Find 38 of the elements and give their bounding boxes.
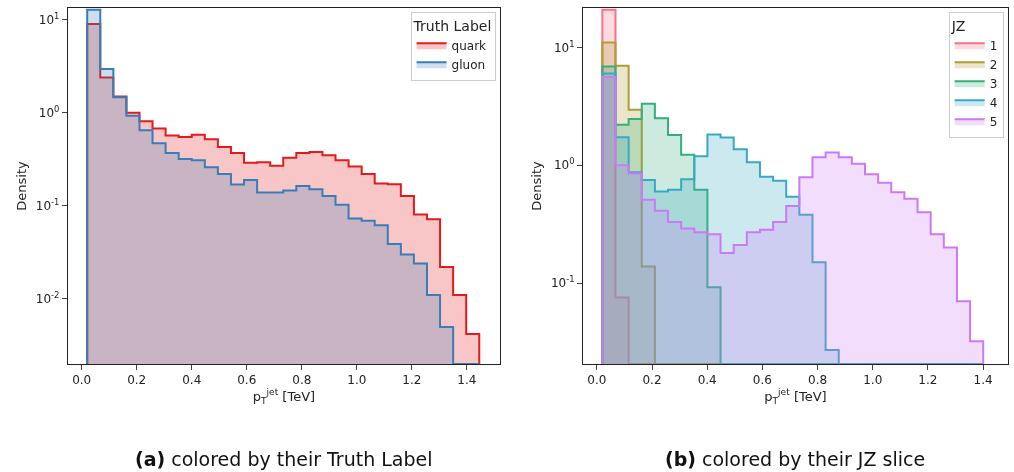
y-tick-label: 10$^{0}$ bbox=[38, 104, 60, 121]
y-tick-label: 10$^{-1}$ bbox=[35, 197, 60, 214]
x-tick-label: 1.4 bbox=[457, 373, 477, 388]
x-axis-title: p$_{T}$$^{jet}$ [TeV] bbox=[764, 387, 827, 406]
x-tick-label: 1.0 bbox=[347, 373, 367, 388]
y-tick-label: 10$^{0}$ bbox=[553, 156, 575, 173]
x-tick-label: 0.2 bbox=[642, 373, 662, 388]
legend-label: 1 bbox=[989, 38, 998, 53]
y-tick-label: 10$^{-1}$ bbox=[550, 274, 575, 291]
legend-label: 2 bbox=[989, 57, 998, 72]
x-tick-label: 0.4 bbox=[182, 373, 202, 388]
legend-label: quark bbox=[451, 38, 487, 53]
x-tick-label: 0.6 bbox=[752, 373, 772, 388]
x-axis-title: p$_{T}$$^{jet}$ [TeV] bbox=[252, 387, 316, 406]
legend-label: gluon bbox=[451, 57, 486, 72]
legend-title: JZ bbox=[950, 17, 966, 34]
x-tick-label: 0.0 bbox=[72, 373, 92, 388]
y-axis-title: Density bbox=[13, 160, 29, 211]
y-axis-title: Density bbox=[528, 160, 544, 211]
x-tick-label: 1.2 bbox=[918, 373, 938, 388]
x-tick-label: 0.0 bbox=[587, 373, 607, 388]
x-tick-label: 1.4 bbox=[973, 373, 993, 388]
x-tick-label: 0.8 bbox=[808, 373, 828, 388]
text: (b) colored by their JZ slice bbox=[665, 448, 926, 470]
x-tick-label: 0.2 bbox=[127, 373, 147, 388]
x-tick-label: 1.2 bbox=[402, 373, 422, 388]
x-tick-label: 0.8 bbox=[292, 373, 312, 388]
y-tick-label: 10$^{1}$ bbox=[553, 38, 575, 55]
y-tick-label: 10$^{-2}$ bbox=[35, 290, 60, 307]
legend-label: 4 bbox=[989, 95, 998, 110]
x-tick-label: 0.4 bbox=[697, 373, 717, 388]
legend-label: 3 bbox=[989, 76, 998, 91]
legend-label: 5 bbox=[989, 114, 998, 129]
y-tick-label: 10$^{1}$ bbox=[38, 11, 60, 28]
x-tick-label: 0.6 bbox=[237, 373, 257, 388]
text: (a) colored by their Truth Label bbox=[135, 448, 433, 470]
legend-title: Truth Label bbox=[412, 17, 492, 34]
x-tick-label: 1.0 bbox=[863, 373, 883, 388]
